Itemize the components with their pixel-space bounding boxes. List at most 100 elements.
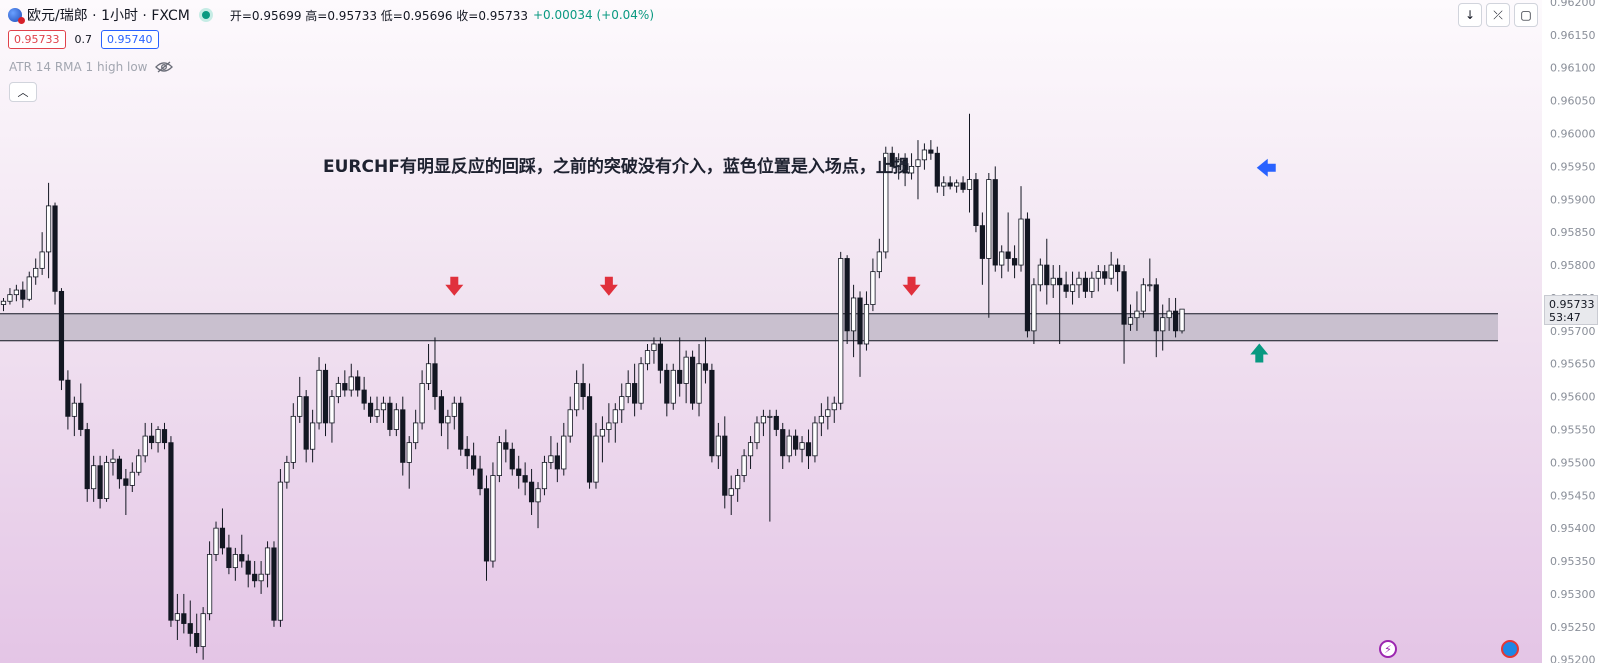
sell-button[interactable]: 0.95733 (8, 30, 66, 49)
candle-body (554, 455, 560, 470)
candle-body (638, 363, 644, 404)
candle-body (1095, 271, 1101, 279)
y-tick-label: 0.95900 (1550, 193, 1596, 206)
candle-body (535, 488, 541, 503)
candle-body (735, 475, 741, 490)
y-tick-label: 0.95350 (1550, 555, 1596, 568)
candle-body (1147, 284, 1153, 287)
markers-group (445, 158, 1276, 363)
candle-body (921, 149, 928, 161)
candle-body (496, 442, 502, 476)
candle-body (812, 422, 818, 457)
candle-body (406, 442, 412, 463)
candle-body (1127, 317, 1134, 325)
candle-body (619, 396, 625, 411)
candle-body (342, 383, 348, 391)
candle-body (966, 179, 973, 190)
fullscreen-icon[interactable]: ⤫ (1486, 3, 1510, 27)
candle-body (71, 402, 77, 417)
candle-body (986, 179, 992, 259)
candle-body (561, 435, 567, 470)
globe-icon[interactable] (1501, 640, 1519, 658)
candle-body (316, 369, 322, 424)
y-tick-label: 0.95950 (1550, 160, 1596, 173)
candle-body (97, 465, 103, 499)
candle-body (1153, 284, 1159, 332)
candle-body (33, 267, 39, 278)
buy-button[interactable]: 0.95740 (101, 30, 159, 49)
candle-body (258, 573, 264, 582)
candle-body (722, 435, 728, 496)
candle-body (1166, 310, 1172, 319)
price-axis[interactable]: 0.96200 0.96150 0.96100 0.96050 0.96000 0.959… (1542, 0, 1615, 663)
candle-body (657, 343, 663, 371)
candle-body (58, 290, 65, 381)
candle-body (670, 369, 676, 404)
candle-body (245, 560, 251, 575)
candle-body (400, 409, 406, 463)
candle-body (219, 527, 226, 549)
candle-body (928, 149, 934, 154)
chart-tools: ↓ ⤫ ▢ (1458, 3, 1538, 27)
candle-body (838, 258, 844, 404)
candle-body (284, 461, 290, 483)
chevron-up-icon: ︿ (17, 86, 29, 99)
arrow-down-icon[interactable]: ↓ (1458, 3, 1482, 27)
last-price-value: 0.95733 (1549, 298, 1595, 311)
symbol-title[interactable]: 欧元/瑞郎 · 1小时 · FXCM (27, 8, 190, 24)
market-open-icon[interactable] (201, 11, 210, 19)
arrow-up-marker (1250, 343, 1269, 363)
candle-body (908, 166, 915, 174)
candle-body (380, 402, 387, 411)
candle-body (651, 343, 657, 351)
y-tick-label: 0.95600 (1550, 391, 1596, 404)
y-tick-label: 0.95550 (1550, 424, 1596, 437)
candle-body (290, 415, 296, 463)
candle-body (310, 422, 316, 450)
candle-body (805, 442, 812, 457)
indicator-legend[interactable]: ATR 14 RMA 1 high low (9, 60, 174, 74)
collapse-legend-button[interactable]: ︿ (9, 82, 37, 102)
candle-body (348, 376, 354, 391)
y-tick-label: 0.95800 (1550, 259, 1596, 272)
candle-body (187, 623, 193, 634)
candle-body (471, 455, 477, 470)
candle-body (580, 383, 586, 398)
candle-body (683, 356, 689, 384)
candle-body (26, 276, 32, 300)
annotation-text[interactable]: EURCHF有明显反应的回踩，之前的突破没有介入，蓝色位置是入场点，止损 (323, 157, 910, 177)
candle-body (200, 613, 206, 647)
candle-body (799, 442, 805, 450)
candle-body (876, 251, 882, 273)
lightning-icon[interactable]: ⚡ (1379, 640, 1397, 658)
candle-body (329, 396, 335, 424)
candle-body (451, 402, 457, 417)
last-price-tag: 0.95733 53:47 (1544, 295, 1598, 325)
arrow-down-marker (902, 276, 921, 296)
candle-body (960, 182, 966, 190)
price-chart[interactable] (0, 0, 1542, 663)
candle-body (516, 468, 522, 476)
candle-body (1018, 218, 1024, 266)
candle-body (490, 475, 496, 562)
candle-body (374, 409, 380, 417)
y-tick-label: 0.96000 (1550, 128, 1596, 141)
candle-body (954, 182, 960, 187)
candle-body (677, 369, 683, 384)
candle-body (0, 300, 7, 305)
eye-hidden-icon[interactable] (155, 61, 174, 73)
maximize-icon[interactable]: ▢ (1514, 3, 1538, 27)
candle-body (1179, 308, 1185, 332)
candle-body (142, 435, 148, 457)
candle-body (947, 182, 953, 187)
candle-body (793, 435, 799, 450)
candle-body (509, 448, 515, 470)
candle-body (129, 471, 135, 486)
candle-body (1057, 277, 1063, 286)
candle-body (413, 422, 419, 444)
candle-body (696, 363, 702, 404)
candle-body (1069, 284, 1076, 292)
symbol-header: 欧元/瑞郎 · 1小时 · FXCM 开=0.95699 高=0.95733 低… (8, 5, 654, 25)
candle-body (206, 554, 213, 615)
